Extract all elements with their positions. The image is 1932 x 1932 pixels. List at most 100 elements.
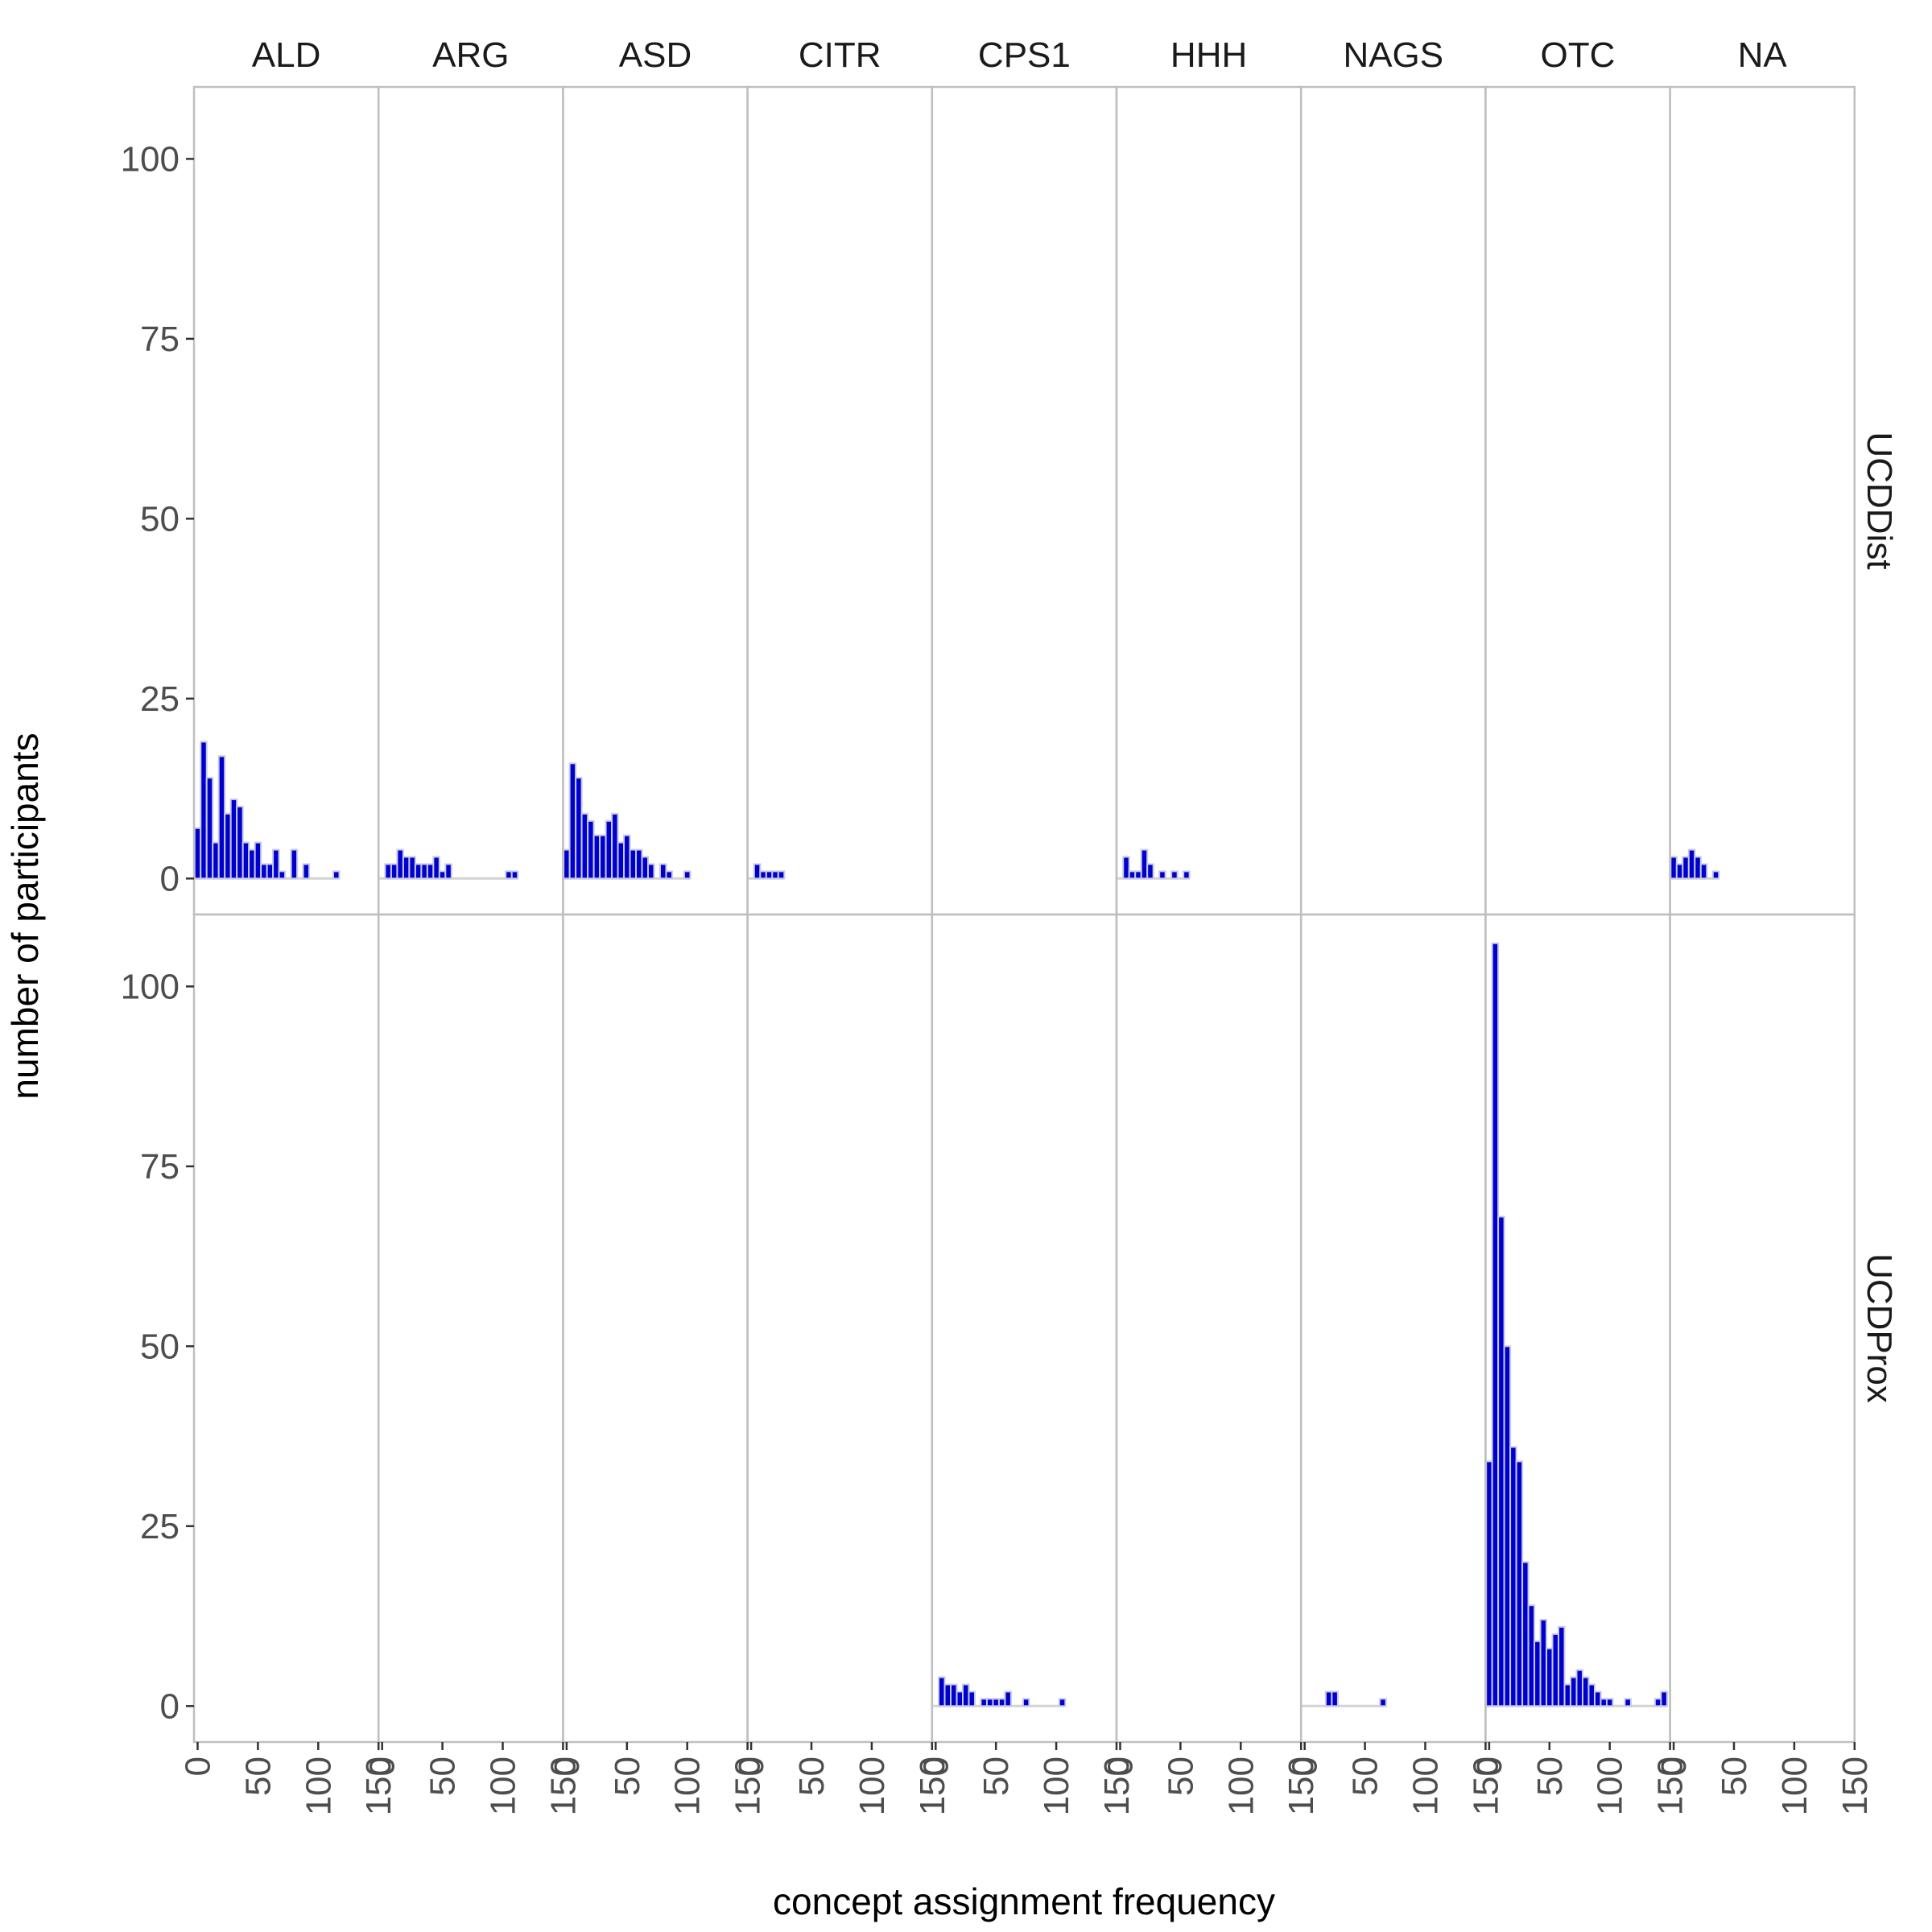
panel-UCDProx-CPS1	[931, 913, 1118, 1744]
histogram-bar	[1140, 848, 1149, 880]
histogram-bar	[229, 798, 238, 880]
histogram-bar	[1699, 863, 1708, 880]
histogram-bar	[629, 848, 638, 880]
x-tick-label: 0	[363, 1757, 402, 1776]
histogram-bar	[992, 1698, 1000, 1707]
x-tick-label: 150	[543, 1757, 583, 1815]
panel-UCDProx-HHH	[1115, 913, 1302, 1744]
histogram-bar	[1491, 942, 1500, 1707]
panel-border	[192, 913, 380, 1744]
histogram-bar	[1379, 1698, 1387, 1707]
histogram-bar	[1503, 1345, 1512, 1707]
histogram-bar	[587, 819, 595, 880]
strip-label-col: ASD	[619, 35, 691, 75]
histogram-bar	[683, 870, 691, 880]
x-tick-label: 150	[1466, 1757, 1505, 1815]
y-tick-label: 100	[121, 967, 180, 1006]
histogram-bar	[1694, 856, 1702, 880]
histogram-bar	[1534, 1640, 1542, 1707]
histogram-bar	[641, 856, 650, 880]
panel-border	[1669, 85, 1856, 916]
histogram-bar	[943, 1683, 952, 1707]
y-tick-label: 25	[140, 679, 180, 719]
histogram-bar	[1687, 848, 1696, 880]
histogram-bar	[997, 1698, 1006, 1707]
x-tick-label: 0	[1286, 1757, 1325, 1776]
strip-label-col: OTC	[1541, 35, 1616, 75]
histogram-bar	[290, 848, 299, 880]
panel-UCDDist-CPS1	[931, 85, 1118, 916]
panel-UCDDist-ASD	[562, 85, 749, 916]
histogram-bar	[200, 741, 208, 880]
histogram-bar	[510, 870, 519, 880]
panel-UCDProx-CITR	[746, 913, 934, 1744]
histogram-bar	[390, 863, 398, 880]
x-tick-label: 150	[359, 1757, 398, 1815]
histogram-bar	[1600, 1698, 1608, 1707]
histogram-bar	[1146, 863, 1154, 880]
histogram-bar	[1331, 1690, 1339, 1707]
histogram-bar	[1570, 1676, 1578, 1707]
histogram-bar	[278, 870, 287, 880]
histogram-bar	[962, 1683, 970, 1707]
panel-border	[1115, 85, 1302, 916]
histogram-bar	[1546, 1647, 1554, 1707]
histogram-bar	[568, 762, 577, 880]
strip-label-col: ALD	[252, 35, 321, 75]
histogram-bar	[605, 819, 613, 880]
strip-label-col: ARG	[432, 35, 509, 75]
histogram-bar	[1497, 1216, 1505, 1707]
x-tick-label: 50	[976, 1757, 1016, 1796]
histogram-bar	[302, 863, 311, 880]
panel-border	[562, 85, 749, 916]
histogram-bar	[217, 755, 226, 880]
y-axis: 0 25 50 75 100 0 25 50 75 100	[121, 139, 194, 1726]
panel-border	[377, 85, 564, 916]
histogram-bar	[1711, 870, 1720, 880]
strip-label-col: NAGS	[1343, 35, 1443, 75]
x-tick-label: 50	[1346, 1757, 1385, 1796]
histogram-bar	[1122, 856, 1130, 880]
x-tick-label: 50	[1161, 1757, 1200, 1796]
histogram-bar	[1575, 1669, 1583, 1707]
histogram-bar	[438, 870, 447, 880]
histogram-bar	[623, 834, 631, 880]
y-tick-label: 50	[140, 499, 180, 539]
panel-border	[746, 85, 934, 916]
histogram-bar	[1527, 1604, 1536, 1707]
histogram-bar	[1521, 1561, 1530, 1707]
histogram-bar	[665, 870, 673, 880]
histogram-bar	[396, 848, 404, 880]
panel-border	[377, 913, 564, 1744]
histogram-bar	[408, 856, 416, 880]
strip-labels: ALD ARG ASD CITR CPS1 HHH NAGS OTC NA UCDDist UCDP…	[252, 35, 1899, 1403]
histogram-bar	[1670, 856, 1678, 880]
histogram-bar	[1653, 1698, 1662, 1707]
histogram-bar	[242, 841, 250, 880]
x-tick-label: 100	[299, 1757, 338, 1815]
histogram-bar	[1551, 1633, 1560, 1707]
panel-UCDProx-OTC	[1484, 913, 1671, 1744]
histogram-bar	[444, 863, 452, 880]
histogram-bar	[1058, 1698, 1067, 1707]
x-tick-label: 100	[1221, 1757, 1261, 1815]
x-tick-label: 100	[483, 1757, 522, 1815]
x-tick-label: 150	[729, 1757, 768, 1815]
y-axis-title: number of participants	[4, 733, 46, 1099]
panel-border	[1669, 913, 1856, 1744]
y-tick-label: 75	[140, 320, 180, 359]
histogram-bar	[1170, 870, 1179, 880]
x-tick-label: 50	[238, 1757, 278, 1796]
strip-label-col: CPS1	[978, 35, 1071, 75]
x-tick-label: 50	[1715, 1757, 1754, 1796]
x-tick-label: 100	[1037, 1757, 1076, 1815]
panel-border	[1484, 85, 1671, 916]
histogram-bar	[759, 870, 767, 880]
y-tick-label: 0	[160, 859, 180, 898]
histogram-bar	[402, 856, 411, 880]
x-tick-label: 150	[1097, 1757, 1137, 1815]
panel-UCDDist-NAGS	[1299, 85, 1487, 916]
histogram-bar	[968, 1690, 976, 1707]
